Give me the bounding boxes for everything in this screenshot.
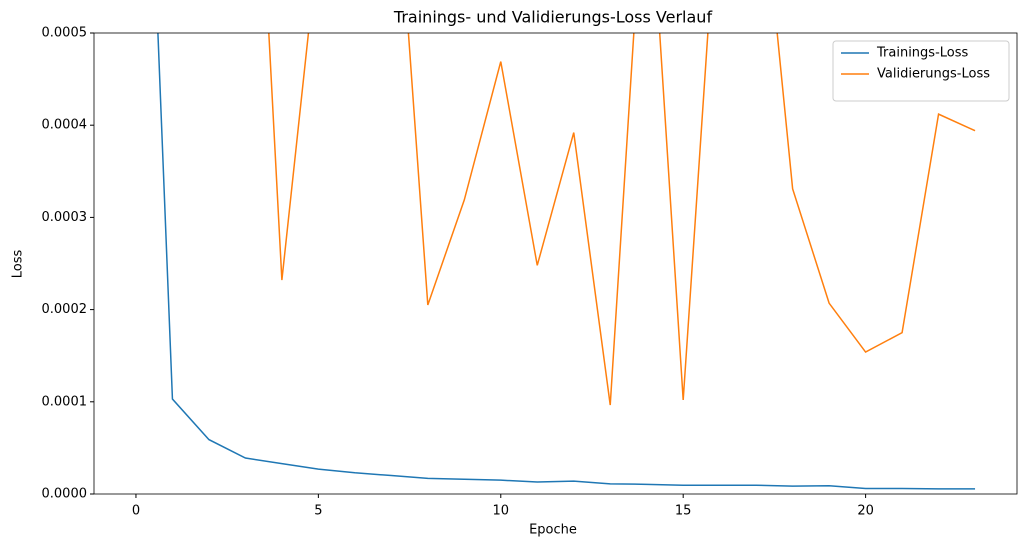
y-tick-label: 0.0002 bbox=[42, 302, 88, 317]
x-tick-label: 0 bbox=[132, 504, 140, 519]
y-tick-label: 0.0003 bbox=[42, 210, 88, 225]
y-tick-label: 0.0004 bbox=[42, 118, 88, 133]
x-axis-label: Epoche bbox=[529, 523, 577, 538]
x-tick-label: 5 bbox=[314, 504, 322, 519]
line bbox=[157, 33, 976, 490]
legend-label: Validierungs-Loss bbox=[877, 67, 990, 82]
line bbox=[268, 33, 976, 406]
x-tick-label: 20 bbox=[857, 504, 874, 519]
y-tick-label: 0.0001 bbox=[42, 394, 88, 409]
plot-area bbox=[157, 33, 976, 490]
x-tick-label: 15 bbox=[675, 504, 692, 519]
y-tick-label: 0.0005 bbox=[42, 26, 88, 41]
legend-label: Trainings-Loss bbox=[876, 46, 969, 61]
y-tick-label: 0.0000 bbox=[42, 487, 88, 502]
legend-box bbox=[832, 40, 1010, 102]
chart-title: Trainings- und Validierungs-Loss Verlauf bbox=[393, 8, 713, 27]
y-axis-label: Loss bbox=[11, 250, 26, 279]
x-tick-label: 10 bbox=[493, 504, 510, 519]
plot-frame bbox=[93, 32, 1018, 495]
